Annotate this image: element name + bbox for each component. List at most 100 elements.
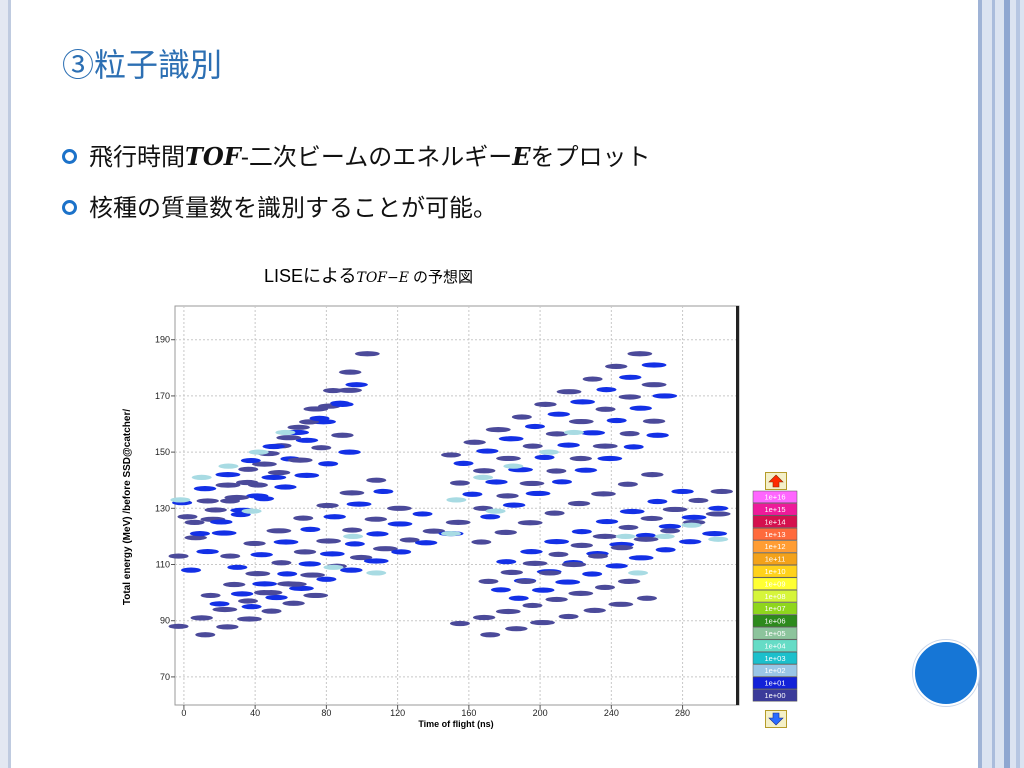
data-point-blob (224, 494, 250, 501)
data-point-blob (574, 467, 598, 473)
data-point-blob (708, 505, 729, 511)
data-point-blob (295, 437, 319, 443)
right-frame-stripes (978, 0, 1024, 768)
y-tick-label: 150 (155, 447, 170, 457)
data-point-blob (181, 567, 202, 573)
data-point-blob (557, 442, 580, 448)
data-point-blob (619, 431, 640, 437)
data-point-blob (366, 531, 389, 537)
data-point-blob (608, 601, 634, 607)
plot-right-border (736, 306, 739, 705)
data-point-blob (193, 486, 217, 492)
scale-down-button[interactable] (765, 710, 787, 728)
data-point-blob (496, 493, 519, 499)
color-scale-label: 1e+09 (764, 579, 785, 588)
data-point-blob (500, 569, 523, 575)
right-stripe-2 (992, 0, 995, 768)
data-point-blob (641, 362, 667, 368)
data-point-blob (596, 386, 617, 393)
data-point-blob (445, 519, 471, 525)
left-frame-edge (8, 0, 11, 768)
data-point-blob (271, 560, 292, 566)
data-point-blob (273, 539, 299, 545)
data-point-blob (619, 374, 642, 380)
data-point-blob (337, 387, 362, 393)
y-tick-label: 170 (155, 391, 170, 401)
data-point-blob-light (248, 449, 269, 455)
right-stripe-1 (978, 0, 982, 768)
data-point-blob (618, 524, 639, 531)
bullet-item-mass: 核種の質量数を識別することが可能。 (62, 188, 497, 223)
data-point-blob (247, 482, 268, 488)
data-point-blob (323, 514, 346, 520)
data-point-blob (485, 427, 511, 433)
data-point-blob (227, 564, 248, 570)
data-point-blob (522, 602, 543, 609)
data-point-blob-light (473, 474, 494, 481)
data-point-blob (215, 471, 241, 478)
color-scale-swatch (752, 676, 798, 690)
data-point-blob (422, 528, 446, 534)
data-point-blob (215, 482, 241, 488)
data-point-blob (558, 613, 579, 620)
data-point-blob (610, 545, 634, 551)
data-point-blob (412, 511, 433, 517)
color-scale-swatch (752, 639, 798, 652)
data-point-blob (544, 510, 565, 516)
data-point-blob (245, 571, 271, 577)
data-point-blob (237, 616, 262, 622)
data-point-blob (571, 528, 592, 535)
data-point-blob (515, 578, 536, 584)
data-point-blob (387, 505, 412, 511)
x-tick-label: 160 (461, 708, 476, 718)
bullet-text-pre: 飛行時間 (89, 143, 185, 171)
data-point-blob (544, 539, 570, 545)
y-tick-label: 70 (160, 672, 170, 682)
data-point-blob (339, 490, 365, 496)
data-point-blob-light (539, 449, 559, 455)
color-scale-label: 1e+01 (764, 679, 785, 688)
data-point-blob (338, 369, 362, 375)
color-scale-swatch (752, 664, 798, 677)
left-frame-stripe (0, 0, 11, 768)
data-point-blob (323, 387, 344, 394)
data-point-blob (480, 514, 501, 520)
data-point-blob (387, 521, 413, 527)
data-point-blob (316, 576, 337, 582)
color-scale-label: 1e+12 (764, 542, 785, 551)
data-point-blob-light (218, 463, 239, 469)
data-point-blob (299, 419, 320, 425)
data-point-blob (618, 394, 642, 400)
data-point-blob (570, 542, 593, 549)
data-point-blob (196, 548, 219, 555)
data-point-blob (289, 585, 314, 591)
data-point-blob (331, 401, 354, 407)
right-stripe-4 (1016, 0, 1020, 768)
data-point-blob (511, 414, 532, 420)
data-point-blob (472, 614, 496, 621)
data-point-blob (545, 431, 569, 437)
color-scale-label: 1e+02 (764, 666, 785, 675)
color-scale-label: 1e+08 (764, 592, 785, 601)
data-point-blob (238, 598, 259, 604)
data-point-blob (568, 590, 594, 597)
data-point-blob (338, 449, 361, 455)
data-point-blob (546, 468, 567, 474)
data-point-blob (240, 457, 261, 464)
data-point-blob (449, 480, 470, 486)
data-point-blob (267, 469, 291, 476)
data-point-blob (525, 490, 551, 497)
data-point-blob (702, 530, 728, 537)
data-point-blob (534, 454, 555, 460)
scale-up-button[interactable] (765, 472, 787, 490)
data-point-blob (494, 529, 517, 535)
data-point-blob (344, 541, 365, 547)
data-point-blob (252, 581, 278, 587)
data-point-blob (551, 479, 572, 485)
data-point-blob (364, 516, 388, 522)
plot-area (174, 305, 740, 706)
bullet-circle-icon (62, 200, 77, 215)
data-marks (168, 351, 733, 638)
data-point-blob (391, 549, 412, 555)
x-tick-label: 280 (675, 708, 690, 718)
